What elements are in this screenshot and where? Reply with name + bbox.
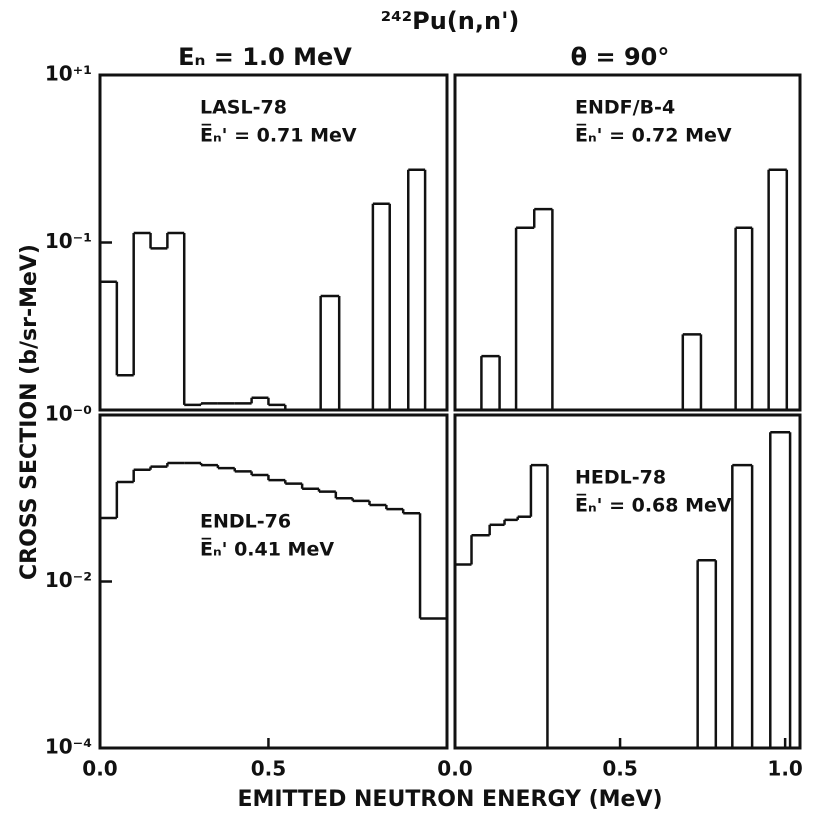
y-tick-label: 10⁻² (45, 568, 92, 592)
annotation: ENDF/B-4 (575, 97, 675, 119)
x-tick-label: 1.0 (767, 757, 802, 781)
annotation: E̅ₙ' = 0.71 MeV (200, 123, 357, 146)
annotation: E̅ₙ' = 0.72 MeV (575, 123, 732, 146)
x-axis-label: EMITTED NEUTRON ENERGY (MeV) (237, 787, 662, 812)
x-tick-label: 0.5 (602, 757, 637, 781)
chart-title: ²⁴²Pu(n,n') (381, 7, 520, 35)
panel-frame (453, 73, 802, 412)
x-tick-label: 0.0 (437, 757, 472, 781)
annotation: LASL-78 (200, 97, 287, 119)
y-tick-label: 10⁻⁰ (45, 402, 92, 426)
left-heading: Eₙ = 1.0 MeV (178, 43, 352, 71)
x-tick-label: 0.0 (82, 757, 117, 781)
annotation: HEDL-78 (575, 467, 666, 489)
y-tick-label: 10⁻¹ (45, 229, 92, 253)
y-tick-label: 10⁻⁴ (45, 735, 92, 759)
y-axis-label: CROSS SECTION (b/sr-MeV) (17, 244, 42, 580)
panel-frame (98, 413, 449, 750)
y-tick-label: 10⁺¹ (45, 62, 92, 86)
annotation: E̅ₙ' 0.41 MeV (200, 537, 334, 560)
x-tick-label: 0.5 (251, 757, 286, 781)
annotation: E̅ₙ' = 0.68 MeV (575, 493, 732, 516)
annotation: ENDL-76 (200, 511, 291, 533)
right-heading: θ = 90° (571, 43, 670, 71)
